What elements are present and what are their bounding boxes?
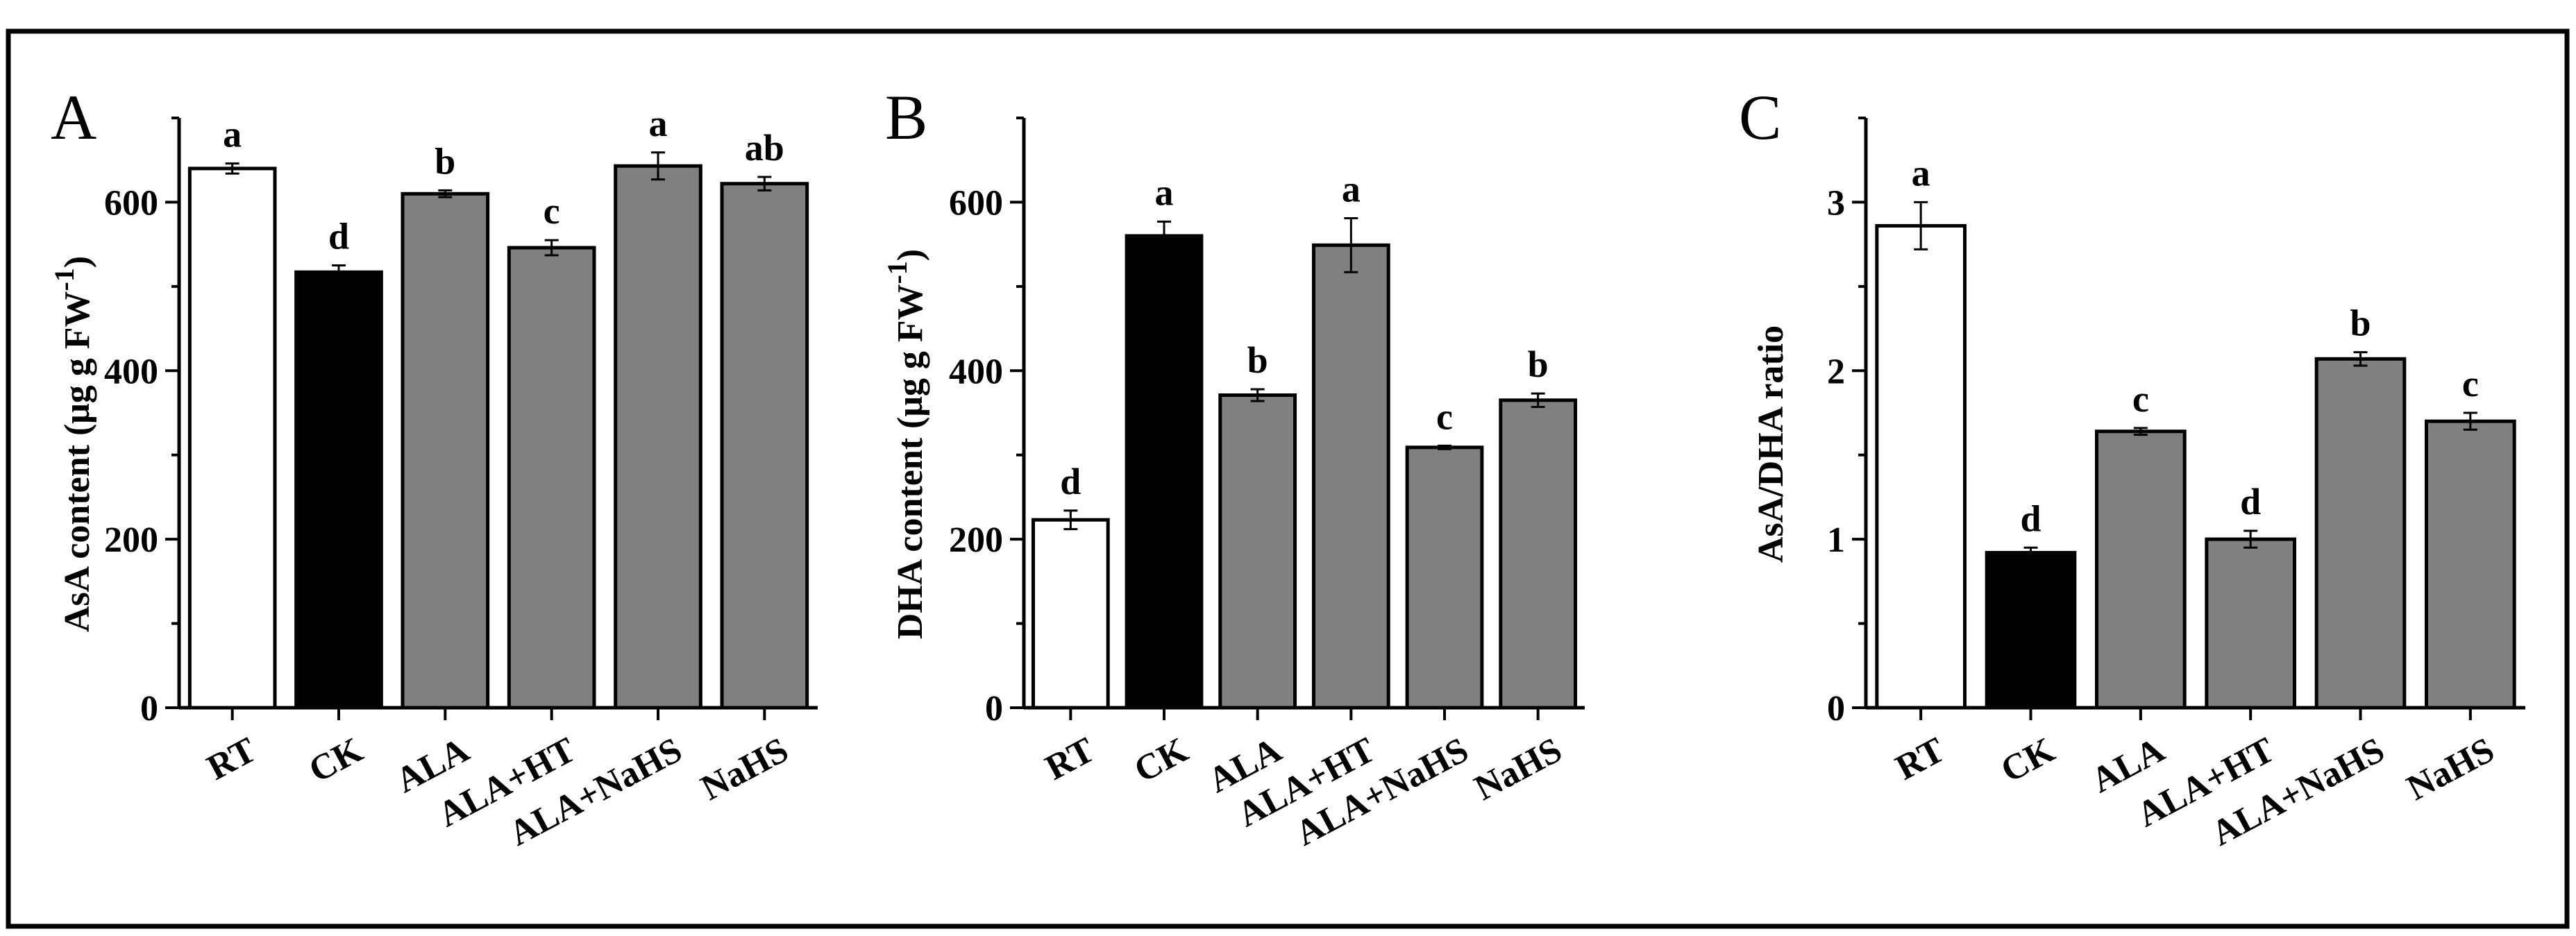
bar-a — [614, 164, 702, 710]
y-tick-label-a: 200 — [104, 520, 158, 560]
y-tick-label-c: 2 — [1827, 352, 1845, 391]
y-tick-label-a: 0 — [140, 689, 158, 729]
significance-letter-b: b — [1528, 343, 1549, 385]
y-tick-label-c: 0 — [1827, 689, 1845, 729]
bar-b — [1218, 393, 1297, 710]
significance-letter-a: a — [223, 114, 242, 155]
bar-b — [1499, 398, 1578, 710]
bar-c — [2425, 419, 2516, 710]
significance-letter-a: a — [649, 103, 668, 144]
bar-a — [187, 167, 277, 710]
bar-a — [720, 182, 809, 710]
y-tick-label-b: 600 — [949, 183, 1003, 223]
ylabel-a-sup: -1 — [49, 268, 80, 291]
bar-b — [1125, 234, 1204, 710]
bar-c — [2095, 429, 2187, 710]
significance-letter-a: ab — [745, 127, 784, 169]
y-tick-label-b: 400 — [949, 352, 1003, 391]
significance-letter-c: a — [1912, 152, 1930, 194]
y-tick-label-a: 400 — [104, 352, 158, 391]
bar-c — [2314, 357, 2407, 710]
significance-letter-b: a — [1155, 171, 1174, 213]
ylabel-c-main: AsA/DHA ratio — [1751, 325, 1791, 563]
ylabel-b-main: DHA content (μg g FW — [891, 284, 930, 639]
ylabel-b: DHA content (μg g FW-1) — [882, 249, 930, 640]
significance-letter-a: b — [435, 140, 455, 182]
y-tick-label-b: 200 — [949, 520, 1003, 560]
panel-a: A AsA content (μg g FW-1) 0200400600aRTd… — [49, 82, 818, 853]
ylabel-a-close: ) — [58, 256, 97, 268]
bar-c — [1985, 551, 2077, 710]
significance-letter-b: a — [1342, 169, 1361, 210]
bar-b — [1031, 518, 1110, 710]
ylabel-b-sup: -1 — [882, 261, 913, 284]
significance-letter-b: c — [1436, 395, 1453, 437]
ylabel-a: AsA content (μg g FW-1) — [49, 256, 97, 632]
significance-letter-c: c — [2132, 378, 2149, 420]
panel-letter-a: A — [51, 82, 96, 153]
y-tick-label-a: 600 — [104, 183, 158, 223]
ylabel-c: AsA/DHA ratio — [1751, 325, 1791, 563]
significance-letter-b: d — [1060, 461, 1081, 502]
significance-letter-c: d — [2240, 481, 2261, 522]
bar-c — [2205, 537, 2296, 710]
significance-letter-c: d — [2020, 497, 2041, 539]
y-tick-label-c: 3 — [1827, 183, 1845, 223]
bar-a — [401, 192, 490, 710]
ylabel-b-close: ) — [891, 249, 930, 261]
panel-letter-b: B — [885, 82, 927, 153]
ylabel-a-main: AsA content (μg g FW — [58, 291, 97, 632]
significance-letter-a: c — [544, 190, 560, 232]
significance-letter-b: b — [1247, 339, 1268, 381]
significance-letter-a: d — [328, 216, 349, 257]
significance-letter-c: c — [2462, 363, 2479, 405]
y-tick-label-b: 0 — [985, 689, 1003, 729]
significance-letter-c: b — [2350, 303, 2371, 344]
panel-letter-c: C — [1739, 82, 1781, 153]
y-tick-label-c: 1 — [1827, 520, 1845, 560]
bar-b — [1311, 243, 1390, 710]
bar-a — [294, 270, 383, 710]
bar-b — [1405, 445, 1484, 710]
bar-a — [507, 246, 596, 710]
bar-c — [1875, 223, 1967, 710]
